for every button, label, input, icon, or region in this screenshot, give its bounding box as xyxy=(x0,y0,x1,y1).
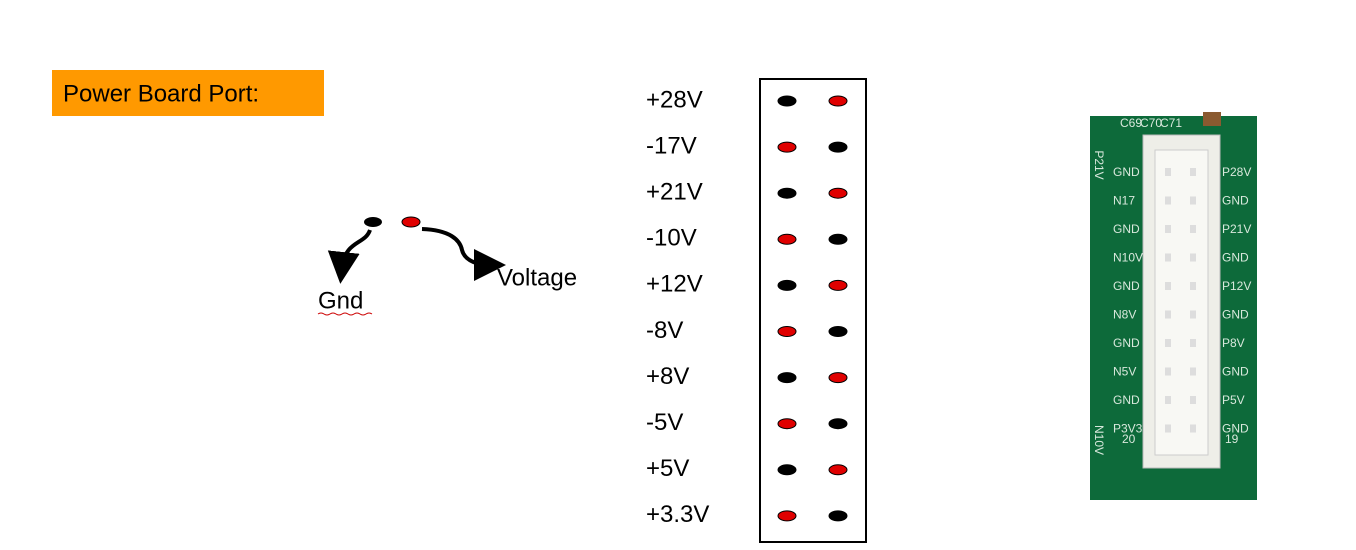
voltage-row-label: -17V xyxy=(646,132,697,159)
silkscreen: N8V xyxy=(1113,308,1136,322)
silkscreen: C69 xyxy=(1120,116,1142,130)
silkscreen: GND xyxy=(1113,222,1140,236)
pin xyxy=(777,510,797,522)
pin xyxy=(828,372,848,384)
pin xyxy=(777,141,797,153)
header-pin xyxy=(1165,310,1171,319)
voltage-pin xyxy=(401,216,421,228)
pin xyxy=(828,141,848,153)
silkscreen: P5V xyxy=(1222,393,1245,407)
header-pin xyxy=(1165,424,1171,433)
header-pin xyxy=(1165,282,1171,290)
header-inner xyxy=(1154,149,1209,456)
header-pin xyxy=(1190,396,1196,404)
spell-underline xyxy=(317,312,373,316)
silkscreen: GND xyxy=(1222,365,1249,379)
pin xyxy=(777,372,797,384)
title: Power Board Port: xyxy=(63,80,259,107)
silkscreen: 20 xyxy=(1122,432,1136,446)
voltage-label: Voltage xyxy=(497,264,577,291)
silkscreen: C70 xyxy=(1140,116,1162,130)
silkscreen: GND xyxy=(1113,165,1140,179)
silkscreen: P3V3 xyxy=(1113,422,1143,436)
voltage-row-label: -5V xyxy=(646,409,683,436)
silkscreen: GND xyxy=(1113,336,1140,350)
voltage-row-label: +28V xyxy=(646,86,703,113)
connector-box xyxy=(759,78,867,543)
title-box xyxy=(52,70,324,116)
voltage-row-label: +8V xyxy=(646,363,689,390)
voltage-row-label: -10V xyxy=(646,225,697,252)
header-pin xyxy=(1165,367,1171,376)
silkscreen: GND xyxy=(1113,279,1140,293)
pin xyxy=(828,233,848,245)
gnd-pin xyxy=(364,217,382,227)
silkscreen: P12V xyxy=(1222,279,1251,293)
header-pin xyxy=(1190,168,1196,176)
header-pin xyxy=(1190,253,1196,262)
voltage-row-label: +21V xyxy=(646,179,703,206)
silkscreen: C71 xyxy=(1160,116,1182,130)
gnd-label: Gnd xyxy=(318,287,363,314)
voltage-row-label: -8V xyxy=(646,317,683,344)
pin xyxy=(828,418,848,430)
pin xyxy=(777,418,797,430)
silkscreen: N10V xyxy=(1092,425,1106,455)
header-pin xyxy=(1165,396,1171,404)
header-pin xyxy=(1190,424,1196,433)
header-pin xyxy=(1190,225,1196,233)
pin xyxy=(828,95,848,107)
component xyxy=(1203,112,1221,126)
silkscreen: N5V xyxy=(1113,365,1136,379)
silkscreen: P21V xyxy=(1092,150,1106,179)
pin xyxy=(828,279,848,291)
header-pin xyxy=(1190,282,1196,290)
silkscreen: P8V xyxy=(1222,336,1245,350)
header-pin xyxy=(1165,196,1171,205)
pin xyxy=(777,326,797,337)
header-pin xyxy=(1190,367,1196,376)
pin xyxy=(777,233,797,245)
pin xyxy=(828,510,848,522)
silkscreen: P28V xyxy=(1222,165,1251,179)
silkscreen: P21V xyxy=(1222,222,1251,236)
silkscreen: GND xyxy=(1222,308,1249,322)
pin xyxy=(828,187,848,199)
pin xyxy=(828,326,848,337)
silkscreen: 19 xyxy=(1225,432,1239,446)
arrow xyxy=(327,229,372,284)
silkscreen: GND xyxy=(1222,251,1249,265)
header-pin xyxy=(1190,310,1196,319)
header-pin xyxy=(1190,339,1196,347)
silkscreen: GND xyxy=(1222,422,1249,436)
voltage-row-label: +5V xyxy=(646,455,689,482)
silkscreen: N17 xyxy=(1113,194,1135,208)
arrow xyxy=(421,227,506,281)
pin xyxy=(777,95,797,107)
silkscreen: GND xyxy=(1222,194,1249,208)
voltage-row-label: +12V xyxy=(646,271,703,298)
silkscreen: GND xyxy=(1113,393,1140,407)
header-pin xyxy=(1165,225,1171,233)
header-pin xyxy=(1165,168,1171,176)
pin xyxy=(777,464,797,476)
pin xyxy=(777,279,797,291)
pin xyxy=(777,187,797,199)
voltage-row-label: +3.3V xyxy=(646,501,709,528)
silkscreen: N10V xyxy=(1113,251,1143,265)
header-pin xyxy=(1165,253,1171,262)
header-pin xyxy=(1190,196,1196,205)
header-pin xyxy=(1165,339,1171,347)
pin xyxy=(828,464,848,476)
